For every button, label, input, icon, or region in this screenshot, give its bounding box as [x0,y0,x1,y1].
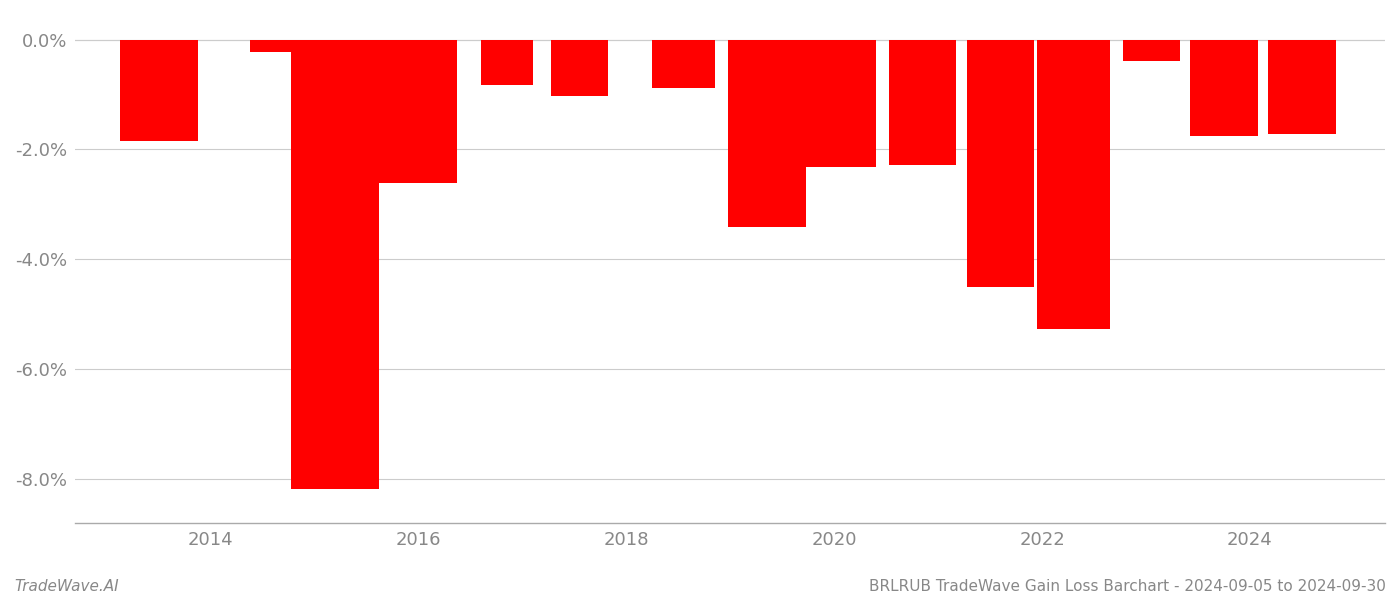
Bar [804,40,876,167]
Bar [291,40,379,488]
Bar [379,40,458,184]
Bar [1037,40,1110,329]
Bar [249,40,307,52]
Bar [552,40,608,95]
Bar [889,40,956,165]
Text: TradeWave.AI: TradeWave.AI [14,579,119,594]
Bar [1190,40,1257,136]
Bar [728,40,805,227]
Bar [652,40,714,88]
Bar [1268,40,1336,134]
Bar [119,40,197,141]
Bar [1123,40,1180,61]
Bar [966,40,1035,287]
Bar [480,40,533,85]
Text: BRLRUB TradeWave Gain Loss Barchart - 2024-09-05 to 2024-09-30: BRLRUB TradeWave Gain Loss Barchart - 20… [869,579,1386,594]
